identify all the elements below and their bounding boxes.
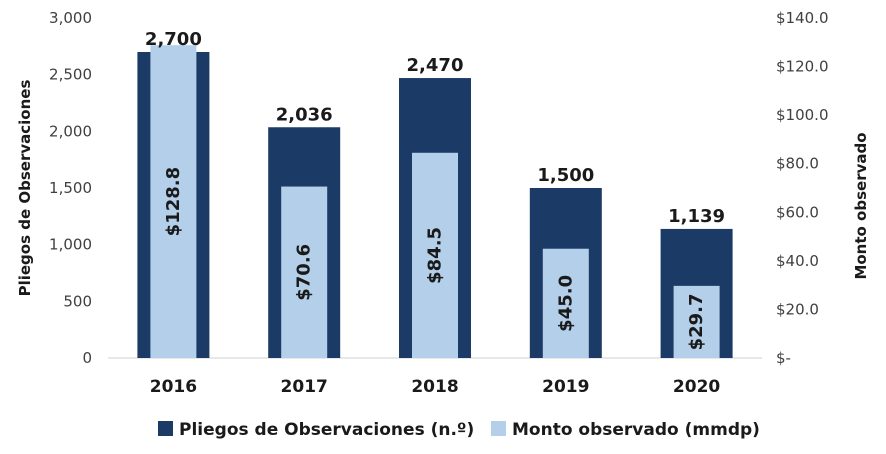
data-label-monto-2017: $70.6 bbox=[294, 244, 315, 301]
legend-label-monto: Monto observado (mmdp) bbox=[512, 420, 760, 440]
right-axis-ticks: $- $20.0 $40.0 $60.0 $80.0 $100.0 $120.0 $140.0 bbox=[776, 9, 829, 367]
category-label-2020: 2020 bbox=[673, 377, 720, 397]
right-tick-label: $20.0 bbox=[776, 300, 819, 318]
left-tick-label: 2,000 bbox=[49, 122, 92, 140]
data-label-monto-2019: $45.0 bbox=[555, 275, 576, 332]
legend: Pliegos de Observaciones (n.º) Monto obs… bbox=[158, 420, 760, 440]
data-label-pliegos-2020: 1,139 bbox=[668, 206, 725, 227]
category-label-2016: 2016 bbox=[150, 377, 197, 397]
left-tick-label: 500 bbox=[63, 292, 92, 310]
data-label-pliegos-2017: 2,036 bbox=[276, 104, 333, 125]
y-axis-title-right: Monto observado bbox=[852, 132, 870, 279]
left-tick-label: 1,000 bbox=[49, 236, 92, 254]
left-tick-label: 3,000 bbox=[49, 9, 92, 27]
bars: 2,700 $128.8 2,036 $70.6 2,470 $84.5 1,500 $45.… bbox=[137, 29, 733, 359]
bar-monto-2017 bbox=[281, 186, 328, 358]
legend-swatch-pliegos bbox=[158, 421, 173, 436]
category-label-2019: 2019 bbox=[542, 377, 589, 397]
left-tick-label: 1,500 bbox=[49, 179, 92, 197]
right-tick-label: $60.0 bbox=[776, 203, 819, 221]
bar-monto-2018 bbox=[412, 152, 458, 358]
bar-monto-2020 bbox=[673, 285, 720, 358]
data-label-monto-2020: $29.7 bbox=[686, 293, 707, 350]
category-label-2018: 2018 bbox=[411, 377, 458, 397]
right-tick-label: $80.0 bbox=[776, 155, 819, 173]
left-tick-label: 0 bbox=[82, 349, 92, 367]
category-labels: 2016 2017 2018 2019 2020 bbox=[150, 377, 721, 397]
legend-swatch-monto bbox=[491, 421, 506, 436]
bar-monto-2019 bbox=[542, 248, 589, 358]
data-label-pliegos-2018: 2,470 bbox=[407, 55, 464, 76]
right-tick-label: $- bbox=[776, 349, 791, 367]
y-axis-title-left: Pliegos de Observaciones bbox=[16, 80, 34, 297]
right-tick-label: $100.0 bbox=[776, 106, 829, 124]
right-tick-label: $140.0 bbox=[776, 9, 829, 27]
left-tick-label: 2,500 bbox=[49, 66, 92, 84]
data-label-pliegos-2019: 1,500 bbox=[537, 165, 594, 186]
bar-monto-2016 bbox=[150, 45, 197, 358]
left-axis-ticks: 0 500 1,000 1,500 2,000 2,500 3,000 bbox=[49, 9, 92, 367]
data-label-monto-2018: $84.5 bbox=[425, 227, 446, 284]
legend-label-pliegos: Pliegos de Observaciones (n.º) bbox=[179, 420, 474, 440]
category-label-2017: 2017 bbox=[281, 377, 328, 397]
data-label-monto-2016: $128.8 bbox=[163, 167, 184, 236]
right-tick-label: $120.0 bbox=[776, 58, 829, 76]
right-tick-label: $40.0 bbox=[776, 252, 819, 270]
data-label-pliegos-2016: 2,700 bbox=[145, 29, 202, 50]
